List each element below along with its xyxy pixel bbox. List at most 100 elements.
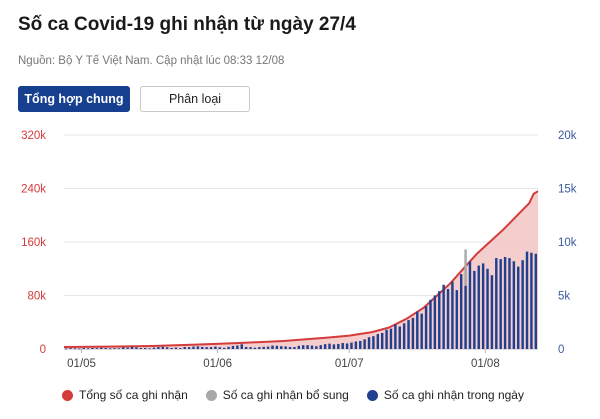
legend-label-daily: Số ca ghi nhận trong ngày — [383, 388, 524, 402]
daily-bar — [530, 252, 533, 349]
daily-bar — [398, 326, 401, 349]
daily-bar — [161, 346, 164, 349]
left-axis-tick: 80k — [27, 291, 46, 303]
view-tabs: Tổng hợp chung Phân loại — [18, 86, 250, 112]
daily-bar — [187, 347, 191, 349]
tab-overview[interactable]: Tổng hợp chung — [18, 86, 130, 112]
daily-bar — [143, 347, 147, 349]
daily-bar — [490, 275, 494, 349]
left-axis-tick: 320k — [21, 130, 46, 142]
daily-bar — [130, 346, 134, 349]
daily-bar — [227, 346, 230, 349]
daily-bar — [148, 348, 151, 350]
daily-bar — [135, 347, 138, 349]
daily-bar — [517, 266, 520, 349]
daily-bar — [359, 340, 362, 349]
daily-bar — [192, 346, 195, 349]
daily-bar — [95, 348, 99, 349]
daily-bar — [108, 348, 112, 350]
daily-bar — [258, 347, 261, 349]
daily-bar — [201, 346, 204, 349]
daily-bar — [380, 332, 384, 349]
daily-bar — [126, 347, 129, 349]
tab-breakdown[interactable]: Phân loại — [140, 86, 250, 112]
left-axis-tick: 160k — [21, 237, 46, 249]
daily-bar — [249, 347, 252, 349]
daily-bar — [86, 348, 90, 350]
daily-bar — [139, 348, 143, 349]
daily-bar — [323, 344, 327, 349]
daily-bar — [407, 320, 410, 349]
daily-bar — [100, 347, 103, 349]
daily-bar — [341, 343, 344, 349]
daily-bar — [275, 345, 279, 349]
daily-bar — [306, 345, 309, 349]
daily-bar — [236, 345, 239, 349]
daily-bar — [328, 343, 331, 349]
daily-bar — [464, 285, 467, 349]
legend-item-supplementary[interactable]: Số ca ghi nhận bổ sung — [205, 388, 349, 402]
daily-bar — [82, 348, 85, 349]
daily-bar — [499, 259, 502, 349]
daily-bar — [512, 261, 516, 349]
right-axis-tick: 0 — [558, 344, 564, 356]
daily-bar — [266, 346, 270, 349]
daily-bar — [174, 347, 178, 349]
daily-bar — [394, 324, 397, 349]
daily-bar — [218, 347, 222, 349]
daily-bar — [284, 346, 287, 349]
left-axis-tick: 0 — [40, 344, 46, 356]
daily-bar — [165, 347, 169, 349]
daily-bar — [521, 260, 524, 349]
legend-label-supplementary: Số ca ghi nhận bổ sung — [222, 388, 349, 402]
daily-bar — [424, 306, 428, 349]
daily-bar — [385, 329, 388, 349]
daily-bar — [508, 258, 511, 349]
cumulative-area — [64, 191, 538, 349]
daily-bar — [451, 281, 454, 349]
daily-bar — [402, 323, 406, 349]
x-axis-tick: 01/07 — [335, 358, 364, 370]
daily-bar — [442, 284, 445, 349]
daily-bar — [231, 345, 235, 349]
legend-swatch-cumulative — [62, 389, 73, 401]
daily-bar — [288, 346, 292, 349]
daily-bar — [64, 348, 68, 350]
daily-bar — [280, 346, 283, 349]
daily-bar — [113, 348, 116, 349]
x-axis-tick: 01/05 — [67, 358, 96, 370]
daily-bar — [179, 348, 182, 349]
daily-bar — [196, 346, 200, 349]
legend-item-daily[interactable]: Số ca ghi nhận trong ngày — [366, 388, 524, 402]
daily-bar — [486, 268, 489, 349]
daily-bar — [372, 336, 375, 349]
daily-bar — [376, 334, 380, 349]
daily-bar — [73, 348, 77, 350]
daily-bar — [481, 263, 485, 349]
daily-bar — [209, 347, 213, 349]
daily-bar — [345, 343, 349, 349]
daily-bar — [319, 345, 322, 349]
daily-bar — [117, 348, 121, 350]
daily-bar — [315, 346, 318, 349]
daily-bar — [446, 289, 450, 349]
daily-bar — [438, 291, 441, 349]
daily-bar — [354, 341, 358, 349]
daily-bar — [253, 347, 257, 349]
legend-item-cumulative[interactable]: Tổng số ca ghi nhận — [62, 388, 188, 402]
daily-bar — [152, 347, 156, 349]
x-axis-tick: 01/06 — [203, 358, 232, 370]
daily-bar — [433, 295, 437, 349]
daily-bar — [214, 346, 217, 349]
daily-bar — [350, 342, 353, 349]
daily-bar — [157, 347, 160, 349]
daily-bar — [69, 348, 72, 349]
right-axis-tick: 20k — [558, 130, 577, 142]
right-axis-tick: 5k — [558, 291, 570, 303]
legend-swatch-daily — [366, 389, 378, 401]
daily-bar — [332, 344, 336, 349]
daily-bar — [455, 290, 459, 349]
daily-bar — [240, 344, 243, 349]
legend-swatch-supplementary — [205, 389, 217, 401]
daily-bar — [262, 346, 265, 349]
